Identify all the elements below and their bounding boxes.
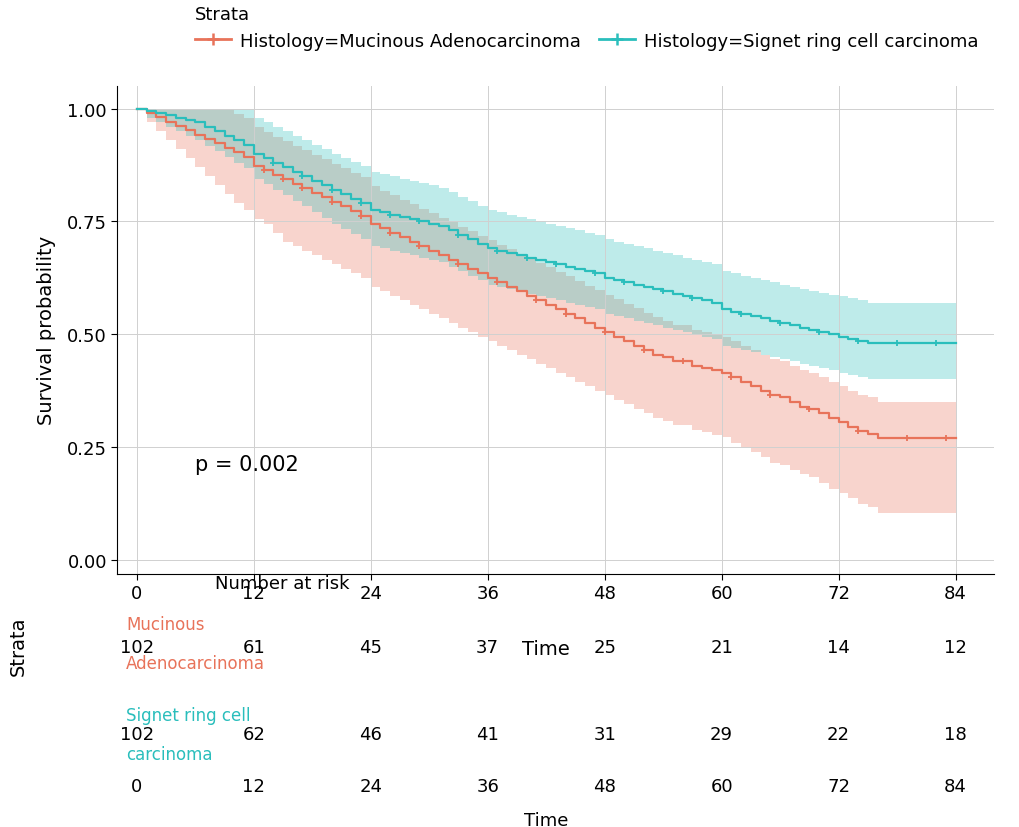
Text: 60: 60 [709, 777, 733, 796]
Text: Time: Time [524, 811, 568, 827]
Text: Time: Time [522, 639, 570, 658]
Text: Adenocarcinoma: Adenocarcinoma [126, 654, 265, 672]
Text: 12: 12 [243, 777, 265, 796]
Text: 41: 41 [476, 724, 498, 743]
Text: 18: 18 [944, 724, 966, 743]
Text: 0: 0 [131, 777, 143, 796]
Text: 46: 46 [359, 724, 382, 743]
Y-axis label: Survival probability: Survival probability [37, 236, 56, 425]
Text: 14: 14 [826, 638, 849, 656]
Text: carcinoma: carcinoma [126, 745, 212, 763]
Text: Strata: Strata [9, 615, 28, 675]
Text: 22: 22 [826, 724, 849, 743]
Text: 21: 21 [709, 638, 733, 656]
Text: 31: 31 [593, 724, 615, 743]
Text: 102: 102 [119, 724, 154, 743]
Text: 45: 45 [359, 638, 382, 656]
Text: Number at risk: Number at risk [215, 574, 348, 592]
Text: 48: 48 [593, 777, 615, 796]
Text: 102: 102 [119, 638, 154, 656]
Text: Signet ring cell: Signet ring cell [126, 706, 251, 724]
Legend: Histology=Mucinous Adenocarcinoma, Histology=Signet ring cell carcinoma: Histology=Mucinous Adenocarcinoma, Histo… [187, 0, 984, 58]
Text: 25: 25 [593, 638, 615, 656]
Text: 72: 72 [826, 777, 849, 796]
Text: 37: 37 [476, 638, 498, 656]
Text: 84: 84 [944, 777, 966, 796]
Text: 12: 12 [944, 638, 966, 656]
Text: p = 0.002: p = 0.002 [195, 454, 299, 474]
Text: Mucinous: Mucinous [126, 615, 205, 633]
Text: 61: 61 [243, 638, 265, 656]
Text: 62: 62 [243, 724, 265, 743]
Text: 36: 36 [476, 777, 498, 796]
Text: 24: 24 [359, 777, 382, 796]
Text: 29: 29 [709, 724, 733, 743]
